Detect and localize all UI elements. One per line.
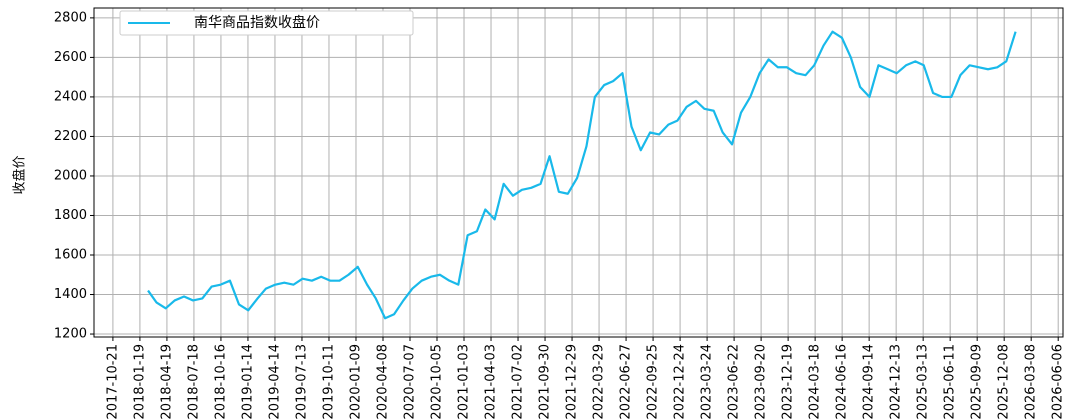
x-tick-label: 2019-10-11	[321, 344, 336, 419]
x-tick-label: 2022-09-25	[646, 344, 661, 419]
plot-frame	[93, 7, 1064, 338]
x-tick-label: 2024-09-14	[862, 344, 877, 419]
x-tick-label: 2024-03-18	[808, 344, 823, 419]
y-tick-label: 2400	[54, 89, 87, 104]
y-tick-label: 1200	[54, 327, 87, 342]
y-tick-label: 2200	[54, 129, 87, 144]
x-tick-label: 2019-04-14	[267, 344, 282, 419]
x-tick-label: 2023-12-19	[781, 344, 796, 419]
y-tick-label: 2600	[54, 50, 87, 65]
data-line	[147, 30, 1017, 320]
x-tick-label: 2018-07-18	[186, 344, 201, 419]
y-tick-label: 1800	[54, 208, 87, 223]
x-tick-label: 2021-09-30	[538, 344, 553, 419]
legend-label: 南华商品指数收盘价	[194, 14, 320, 31]
y-tick-label: 2000	[54, 168, 87, 183]
x-tick-label: 2021-04-03	[484, 344, 499, 419]
x-tick-label: 2023-06-22	[727, 344, 742, 419]
x-tick-label: 2018-10-16	[213, 344, 228, 419]
x-tick-label: 2021-07-02	[511, 344, 526, 419]
legend-box	[119, 10, 414, 36]
x-tick-label: 2022-06-27	[619, 344, 634, 419]
y-axis-label: 收盘价	[12, 155, 28, 194]
x-tick-label: 2022-03-29	[592, 344, 607, 419]
x-tick-label: 2021-12-29	[565, 344, 580, 419]
x-tick-label: 2019-07-13	[294, 344, 309, 419]
x-tick-label: 2024-12-13	[889, 344, 904, 419]
x-tick-label: 2018-01-19	[132, 344, 147, 419]
x-tick-label: 2021-01-03	[457, 344, 472, 419]
x-tick-label: 2023-09-20	[754, 344, 769, 419]
y-tick-label: 2800	[54, 10, 87, 25]
x-tick-label: 2018-04-19	[159, 344, 174, 419]
x-tick-label: 2024-06-16	[835, 344, 850, 419]
x-tick-label: 2025-03-13	[916, 344, 931, 419]
x-tick-label: 2026-03-08	[1024, 344, 1039, 419]
y-tick-label: 1400	[54, 287, 87, 302]
x-tick-label: 2020-10-05	[430, 344, 445, 419]
x-tick-label: 2020-07-07	[402, 344, 417, 419]
x-tick-label: 2026-06-06	[1051, 344, 1066, 419]
legend: 南华商品指数收盘价	[119, 10, 414, 36]
x-tick-label: 2020-01-09	[348, 344, 363, 419]
x-tick-label: 2020-04-08	[375, 344, 390, 419]
x-tick-label: 2017-10-21	[105, 344, 120, 419]
x-tick-label: 2025-09-09	[970, 344, 985, 419]
x-tick-label: 2025-06-11	[943, 344, 958, 419]
y-tick-label: 1600	[54, 247, 87, 262]
x-tick-label: 2019-01-14	[240, 344, 255, 419]
x-tick-label: 2025-12-08	[997, 344, 1012, 419]
x-tick-label: 2023-03-24	[700, 344, 715, 419]
x-tick-label: 2022-12-24	[673, 344, 688, 419]
